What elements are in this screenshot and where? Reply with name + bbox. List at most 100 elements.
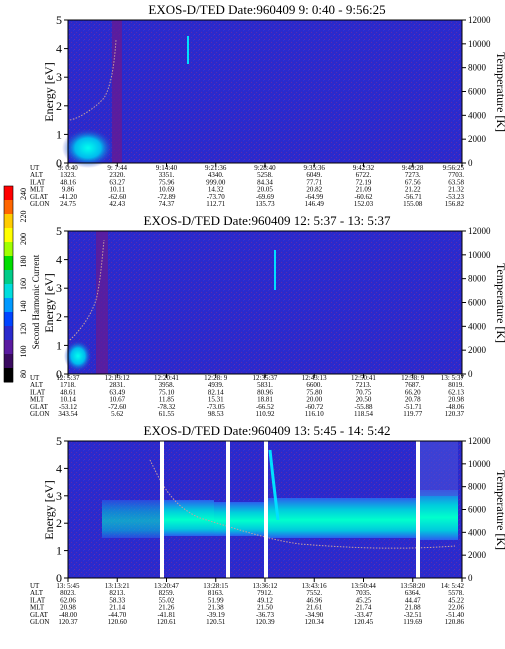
table-cell: -72.60	[108, 403, 127, 411]
y-tick-label: 3	[56, 70, 62, 84]
table-cell: 146.49	[305, 200, 325, 208]
table-cell: 18.81	[257, 396, 273, 404]
table-cell: 75.96	[159, 178, 175, 186]
colorbar-tick-label: 100	[19, 346, 28, 358]
panel-2-low-energy-blob	[64, 340, 92, 372]
table-cell: 120.51	[206, 618, 226, 626]
table-cell: 2831.	[109, 381, 125, 389]
panel-1-ylabel: Energy [eV]	[42, 62, 56, 121]
panel-1: EXOS-D/TED Date:960409 9: 0:40 - 9:56:25…	[30, 2, 505, 208]
y2-tick-label: 4000	[468, 321, 487, 331]
table-cell: 119.69	[403, 618, 422, 626]
colorbar-label: Second Harmonic Current	[31, 254, 41, 349]
table-cell: 12:13:12	[105, 374, 130, 382]
table-cell: 21.61	[306, 604, 322, 612]
table-cell: 45.22	[448, 596, 464, 604]
panel-3-band-d	[420, 490, 458, 540]
table-cell: 20.50	[356, 396, 372, 404]
table-cell: 20.05	[257, 186, 273, 194]
table-row-label: MLT	[30, 186, 45, 194]
table-row-label: GLAT	[30, 403, 49, 411]
panel-1-feature-stripe	[112, 20, 122, 163]
table-cell: 62.13	[448, 388, 464, 396]
y-tick-label: 2	[56, 516, 62, 530]
table-row-label: ILAT	[30, 596, 46, 604]
table-cell: 118.54	[354, 410, 373, 418]
table-cell: 44.47	[405, 596, 421, 604]
table-cell: 13:28:15	[203, 582, 228, 590]
colorbar-swatch	[4, 200, 13, 215]
table-cell: 24.75	[60, 200, 76, 208]
colorbar-swatch	[4, 368, 13, 383]
y-tick-label: 3	[56, 281, 62, 295]
table-cell: 3351.	[159, 171, 175, 179]
table-cell: 5831.	[257, 381, 273, 389]
colorbar: 240 220 200 180 160 140 120 100 80 Second Harmon…	[3, 185, 41, 383]
panel-3-data-gap	[264, 441, 268, 578]
table-row-label: ALT	[30, 171, 44, 179]
table-cell: 7273.	[405, 171, 421, 179]
table-cell: 12:28: 9	[204, 374, 228, 382]
table-cell: 58.33	[109, 596, 125, 604]
table-cell: 13:20:47	[154, 582, 179, 590]
table-cell: 120.61	[157, 618, 177, 626]
table-cell: 5.62	[111, 410, 124, 418]
table-cell: 13:36:12	[253, 582, 278, 590]
y2-tick-label: 8000	[468, 63, 487, 73]
table-row-label: GLAT	[30, 193, 49, 201]
table-cell: 12:20:41	[154, 374, 179, 382]
y-tick-label: 0	[56, 156, 62, 170]
table-cell: 156.82	[445, 200, 465, 208]
table-cell: 120.39	[255, 618, 275, 626]
table-cell: 63.49	[109, 388, 125, 396]
table-cell: 4340.	[208, 171, 224, 179]
table-cell: 9.86	[62, 186, 75, 194]
panel-2-temperature-trace	[69, 239, 105, 341]
panel-3-band-c	[268, 498, 420, 538]
panel-3-title: EXOS-D/TED Date:960409 13: 5:45 - 14: 5:…	[144, 423, 391, 438]
colorbar-swatch	[4, 242, 13, 257]
table-cell: 10.67	[109, 396, 125, 404]
y-tick-label: 2	[56, 310, 62, 324]
table-cell: 13:58:20	[400, 582, 425, 590]
colorbar-swatch	[4, 256, 13, 271]
y2-tick-label: 6000	[468, 505, 487, 515]
table-cell: 46.96	[306, 596, 322, 604]
table-cell: 999.00	[206, 178, 226, 186]
y2-tick-label: 10000	[468, 39, 491, 49]
table-cell: 63.58	[448, 178, 464, 186]
table-cell: 9:35:36	[304, 164, 326, 172]
y-tick-label: 5	[56, 224, 62, 238]
y2-tick-label: 0	[468, 158, 473, 168]
table-cell: 21.88	[405, 604, 421, 612]
colorbar-tick-label: 220	[19, 211, 28, 223]
table-cell: 120.60	[108, 618, 128, 626]
panel-1-y2label: Temperature [K]	[494, 52, 505, 132]
table-cell: 55.02	[159, 596, 175, 604]
table-cell: 75.10	[159, 388, 175, 396]
table-cell: -64.99	[305, 193, 324, 201]
table-cell: 15.31	[208, 396, 224, 404]
table-cell: -73.70	[207, 193, 226, 201]
table-cell: 20.78	[405, 396, 421, 404]
table-cell: 98.53	[208, 410, 224, 418]
table-cell: 8019.	[448, 381, 464, 389]
y2-tick-label: 12000	[468, 436, 491, 446]
y2-tick-label: 6000	[468, 298, 487, 308]
table-cell: 6364.	[405, 589, 421, 597]
table-cell: 21.14	[109, 604, 125, 612]
y2-tick-label: 6000	[468, 87, 487, 97]
table-cell: 7213.	[356, 381, 372, 389]
panel-3-ylabel: Energy [eV]	[42, 480, 56, 539]
table-cell: -41.20	[59, 193, 78, 201]
y-tick-label: 1	[56, 544, 62, 558]
panel-2-y2label: Temperature [K]	[494, 263, 505, 343]
table-cell: 5258.	[257, 171, 273, 179]
table-cell: 112.71	[206, 200, 225, 208]
table-cell: 9:28:40	[254, 164, 276, 172]
table-cell: 6722.	[356, 171, 372, 179]
y2-tick-label: 10000	[468, 250, 491, 260]
panel-3-data-gap	[226, 441, 230, 578]
panel-1-low-energy-blob	[62, 128, 114, 168]
colorbar-swatch	[4, 284, 13, 299]
